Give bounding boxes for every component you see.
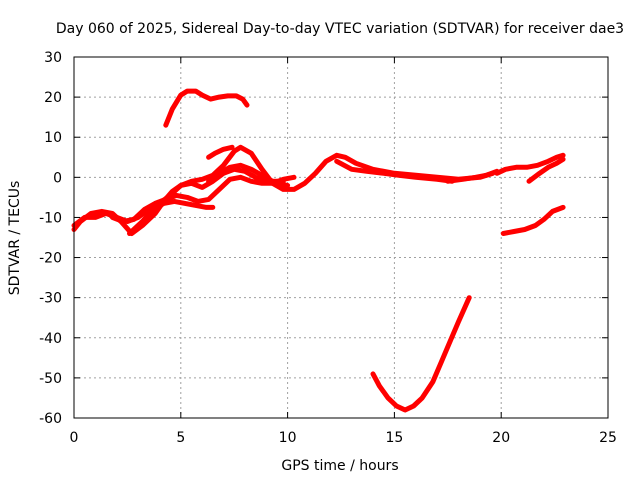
series-arc-5 [206, 144, 235, 160]
data-series [71, 88, 566, 413]
series-arc-7 [163, 88, 250, 128]
y-tick-label: -30 [39, 291, 62, 307]
series-arc-6 [206, 162, 286, 184]
x-axis-label: GPS time / hours [281, 458, 398, 474]
y-tick-label: -10 [39, 210, 62, 226]
tick-labels: 0 5 10 15 20 25 -60 -50 -40 -30 -20 -10 0 10 20 30 [39, 50, 617, 446]
y-tick-label: -60 [39, 411, 62, 427]
y-tick-label: 0 [53, 170, 62, 186]
x-tick-label: 0 [70, 430, 79, 446]
y-axis-label: SDTVAR / TECUs [7, 181, 23, 296]
x-tick-label: 10 [279, 430, 297, 446]
y-tick-label: -50 [39, 371, 62, 387]
series-arc-12 [500, 204, 566, 236]
series-arc-3 [109, 174, 297, 224]
plot-frame [73, 56, 609, 419]
y-tick-label: -20 [39, 251, 62, 267]
x-tick-label: 5 [176, 430, 185, 446]
series-arc-11 [526, 156, 566, 184]
series-arc-8 [334, 158, 455, 184]
y-tick-label: 20 [44, 90, 62, 106]
x-tick-label: 15 [385, 430, 403, 446]
series-arc-13 [370, 295, 472, 413]
grid-lines [74, 57, 608, 418]
series-arc-2 [71, 166, 291, 228]
y-tick-label: 30 [44, 50, 62, 66]
series-arc-9 [445, 168, 500, 184]
y-tick-label: 10 [44, 130, 62, 146]
chart-title: Day 060 of 2025, Sidereal Day-to-day VTE… [56, 21, 624, 37]
y-tick-label: -40 [39, 331, 62, 347]
series-arc-10 [494, 152, 566, 176]
series-arc-4 [127, 198, 216, 236]
x-tick-label: 20 [492, 430, 510, 446]
x-tick-label: 25 [599, 430, 617, 446]
